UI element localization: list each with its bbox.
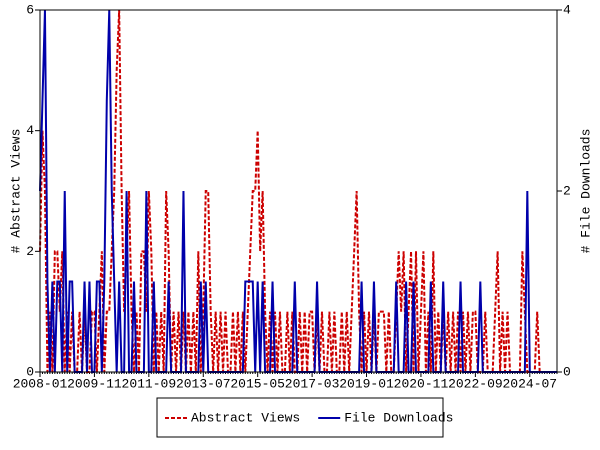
x-tick-label: 2017-03 bbox=[285, 376, 340, 391]
legend-label: Abstract Views bbox=[191, 410, 300, 425]
y-tick-label: 2 bbox=[26, 244, 34, 259]
y2-tick-label: 4 bbox=[563, 2, 571, 17]
x-tick-label: 2009-11 bbox=[67, 376, 122, 391]
plot-frame bbox=[39, 9, 558, 373]
x-tick-label: 2022-09 bbox=[448, 376, 503, 391]
line-series bbox=[39, 9, 557, 373]
x-tick-label: 2024-07 bbox=[502, 376, 557, 391]
x-tick-label: 2019-01 bbox=[339, 376, 394, 391]
y-tick-label: 6 bbox=[26, 2, 34, 17]
legend-box bbox=[156, 397, 444, 438]
x-tick-label: 2020-11 bbox=[394, 376, 449, 391]
x-tick-label: 2013-07 bbox=[176, 376, 231, 391]
y-tick-label: 4 bbox=[26, 123, 34, 138]
legend-label: File Downloads bbox=[344, 410, 453, 425]
x-tick-label: 2008-01 bbox=[13, 376, 68, 391]
y-axis-title: # Abstract Views bbox=[8, 129, 23, 254]
y-tick-label: 0 bbox=[26, 364, 34, 379]
y2-axis-title: # File Downloads bbox=[578, 129, 593, 254]
y2-tick-label: 2 bbox=[563, 183, 571, 198]
y2-tick-label: 0 bbox=[563, 364, 571, 379]
x-tick-label: 2011-09 bbox=[122, 376, 177, 391]
x-tick-label: 2015-05 bbox=[230, 376, 285, 391]
